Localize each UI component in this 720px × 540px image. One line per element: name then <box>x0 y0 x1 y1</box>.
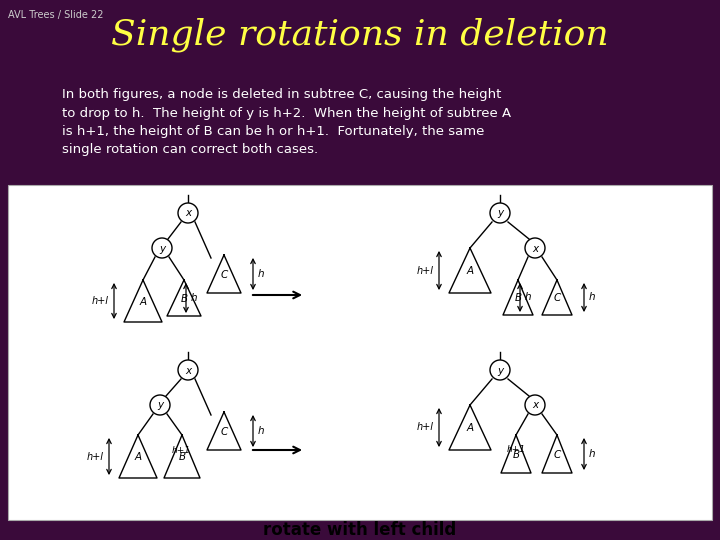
Polygon shape <box>167 280 201 316</box>
Polygon shape <box>207 255 241 293</box>
Circle shape <box>525 395 545 415</box>
Text: h+l: h+l <box>417 266 434 275</box>
Text: h+l: h+l <box>417 422 434 433</box>
Text: h: h <box>589 293 595 302</box>
Text: B: B <box>179 453 186 462</box>
Text: rotate with left child: rotate with left child <box>264 521 456 539</box>
Circle shape <box>178 203 198 223</box>
Polygon shape <box>164 435 200 478</box>
Polygon shape <box>449 248 491 293</box>
Text: C: C <box>554 450 561 460</box>
Text: y: y <box>497 208 503 219</box>
Text: h: h <box>191 293 197 303</box>
Text: y: y <box>497 366 503 375</box>
Circle shape <box>490 203 510 223</box>
Text: In both figures, a node is deleted in subtree C, causing the height
to drop to h: In both figures, a node is deleted in su… <box>62 88 511 157</box>
Text: C: C <box>220 270 228 280</box>
Polygon shape <box>207 412 241 450</box>
Text: h: h <box>589 449 595 459</box>
Circle shape <box>152 238 172 258</box>
Circle shape <box>178 360 198 380</box>
Circle shape <box>150 395 170 415</box>
Polygon shape <box>503 280 533 315</box>
Text: h+1: h+1 <box>506 445 526 454</box>
Text: B: B <box>181 294 188 303</box>
Text: h+l: h+l <box>87 451 104 462</box>
Text: C: C <box>220 427 228 437</box>
Polygon shape <box>542 435 572 473</box>
Text: Single rotations in deletion: Single rotations in deletion <box>111 18 609 52</box>
Text: y: y <box>157 401 163 410</box>
Polygon shape <box>449 405 491 450</box>
Text: A: A <box>467 266 474 276</box>
Circle shape <box>490 360 510 380</box>
Text: A: A <box>467 423 474 434</box>
Text: x: x <box>185 366 191 375</box>
Text: h+l: h+l <box>92 296 109 306</box>
Text: h+1: h+1 <box>171 446 191 455</box>
Text: B: B <box>514 293 521 303</box>
Text: h: h <box>525 293 531 302</box>
FancyBboxPatch shape <box>8 185 712 520</box>
Text: B: B <box>513 450 520 460</box>
Text: A: A <box>140 297 147 307</box>
Polygon shape <box>542 280 572 315</box>
Text: x: x <box>185 208 191 219</box>
Polygon shape <box>124 280 162 322</box>
Circle shape <box>525 238 545 258</box>
Text: C: C <box>554 293 561 303</box>
Polygon shape <box>501 435 531 473</box>
Text: AVL Trees / Slide 22: AVL Trees / Slide 22 <box>8 10 104 20</box>
Text: y: y <box>159 244 165 253</box>
Text: h: h <box>258 269 265 279</box>
Text: A: A <box>135 453 142 462</box>
Text: x: x <box>532 401 538 410</box>
Text: x: x <box>532 244 538 253</box>
Text: h: h <box>258 426 265 436</box>
Polygon shape <box>119 435 157 478</box>
